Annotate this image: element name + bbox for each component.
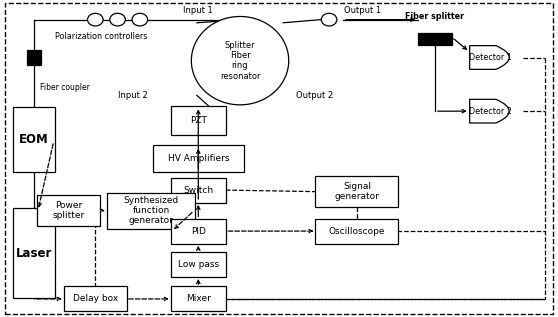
- FancyBboxPatch shape: [315, 219, 398, 243]
- FancyBboxPatch shape: [153, 145, 244, 172]
- Ellipse shape: [132, 13, 148, 26]
- PathPatch shape: [470, 99, 509, 123]
- Text: Synthesized
function
generator: Synthesized function generator: [123, 196, 179, 225]
- Text: Delay box: Delay box: [73, 294, 118, 303]
- Text: Power
splitter: Power splitter: [52, 201, 85, 220]
- Text: Input 2: Input 2: [118, 91, 148, 100]
- FancyBboxPatch shape: [171, 287, 226, 311]
- Bar: [418, 33, 451, 45]
- Text: Detector 1: Detector 1: [469, 53, 512, 62]
- Text: Low pass: Low pass: [178, 260, 219, 269]
- Text: Output 1: Output 1: [344, 6, 381, 15]
- Text: Detector 2: Detector 2: [469, 107, 512, 116]
- FancyBboxPatch shape: [64, 287, 127, 311]
- Ellipse shape: [88, 13, 103, 26]
- Text: Signal
generator: Signal generator: [334, 182, 379, 201]
- FancyBboxPatch shape: [171, 178, 226, 203]
- FancyBboxPatch shape: [171, 219, 226, 243]
- Ellipse shape: [110, 13, 126, 26]
- Text: Polarization controllers: Polarization controllers: [55, 32, 147, 42]
- Text: Splitter
Fiber
ring
resonator: Splitter Fiber ring resonator: [220, 41, 260, 81]
- PathPatch shape: [470, 46, 509, 69]
- Text: HV Amplifiers: HV Amplifiers: [167, 154, 229, 163]
- Text: Input 1: Input 1: [184, 6, 213, 15]
- Text: Mixer: Mixer: [186, 294, 211, 303]
- FancyBboxPatch shape: [13, 107, 55, 172]
- FancyBboxPatch shape: [171, 106, 226, 135]
- Text: EOM: EOM: [19, 133, 49, 146]
- Text: PZT: PZT: [190, 116, 206, 125]
- FancyBboxPatch shape: [171, 252, 226, 277]
- Text: Fiber coupler: Fiber coupler: [40, 83, 90, 92]
- Text: Switch: Switch: [183, 185, 213, 195]
- Text: Laser: Laser: [16, 247, 52, 260]
- FancyBboxPatch shape: [107, 193, 195, 229]
- Ellipse shape: [321, 13, 337, 26]
- Text: Output 2: Output 2: [296, 91, 333, 100]
- Ellipse shape: [191, 16, 288, 105]
- Text: Oscilloscope: Oscilloscope: [329, 227, 385, 236]
- FancyBboxPatch shape: [315, 176, 398, 207]
- Bar: [27, 50, 41, 65]
- FancyBboxPatch shape: [13, 208, 55, 298]
- Text: PID: PID: [191, 227, 206, 236]
- FancyBboxPatch shape: [37, 195, 100, 226]
- Text: Fiber splitter: Fiber splitter: [405, 12, 464, 21]
